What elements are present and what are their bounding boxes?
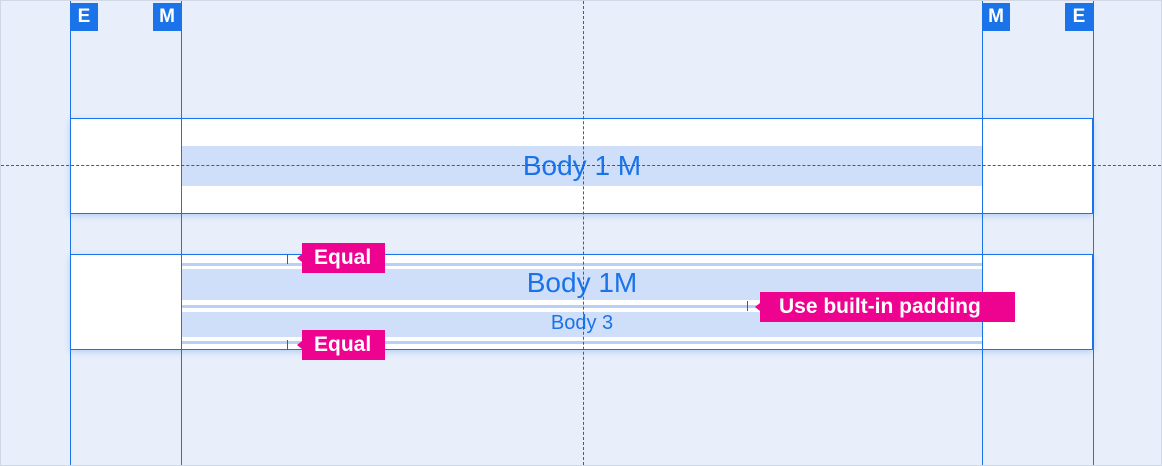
padding-annotation: Use built-in padding bbox=[755, 292, 1015, 322]
equal-annotation-top: Equal bbox=[297, 243, 385, 273]
text-band bbox=[182, 146, 982, 186]
body-text-single: Body 1 M bbox=[522, 150, 642, 181]
edge-guide-left bbox=[70, 1, 71, 465]
title-text: Body 1M bbox=[526, 267, 638, 298]
center-guide-horizontal bbox=[1, 165, 1161, 166]
edge-guide-right bbox=[1093, 1, 1094, 465]
subtitle-text: Body 3 bbox=[550, 312, 614, 334]
padding-line bbox=[182, 263, 982, 266]
padding-line bbox=[182, 341, 982, 344]
margin-guide-right bbox=[982, 1, 983, 465]
margin-badge-right: M bbox=[982, 3, 1010, 31]
center-guide-vertical bbox=[583, 1, 584, 465]
measure-tick bbox=[287, 340, 288, 350]
padding-line bbox=[182, 305, 982, 308]
margin-badge-left: M bbox=[153, 3, 181, 31]
measure-tick bbox=[287, 254, 288, 264]
edge-badge-left: E bbox=[70, 3, 98, 31]
equal-annotation-bottom: Equal bbox=[297, 330, 385, 360]
measure-tick bbox=[747, 301, 748, 311]
edge-badge-right: E bbox=[1065, 3, 1093, 31]
margin-guide-left bbox=[181, 1, 182, 465]
